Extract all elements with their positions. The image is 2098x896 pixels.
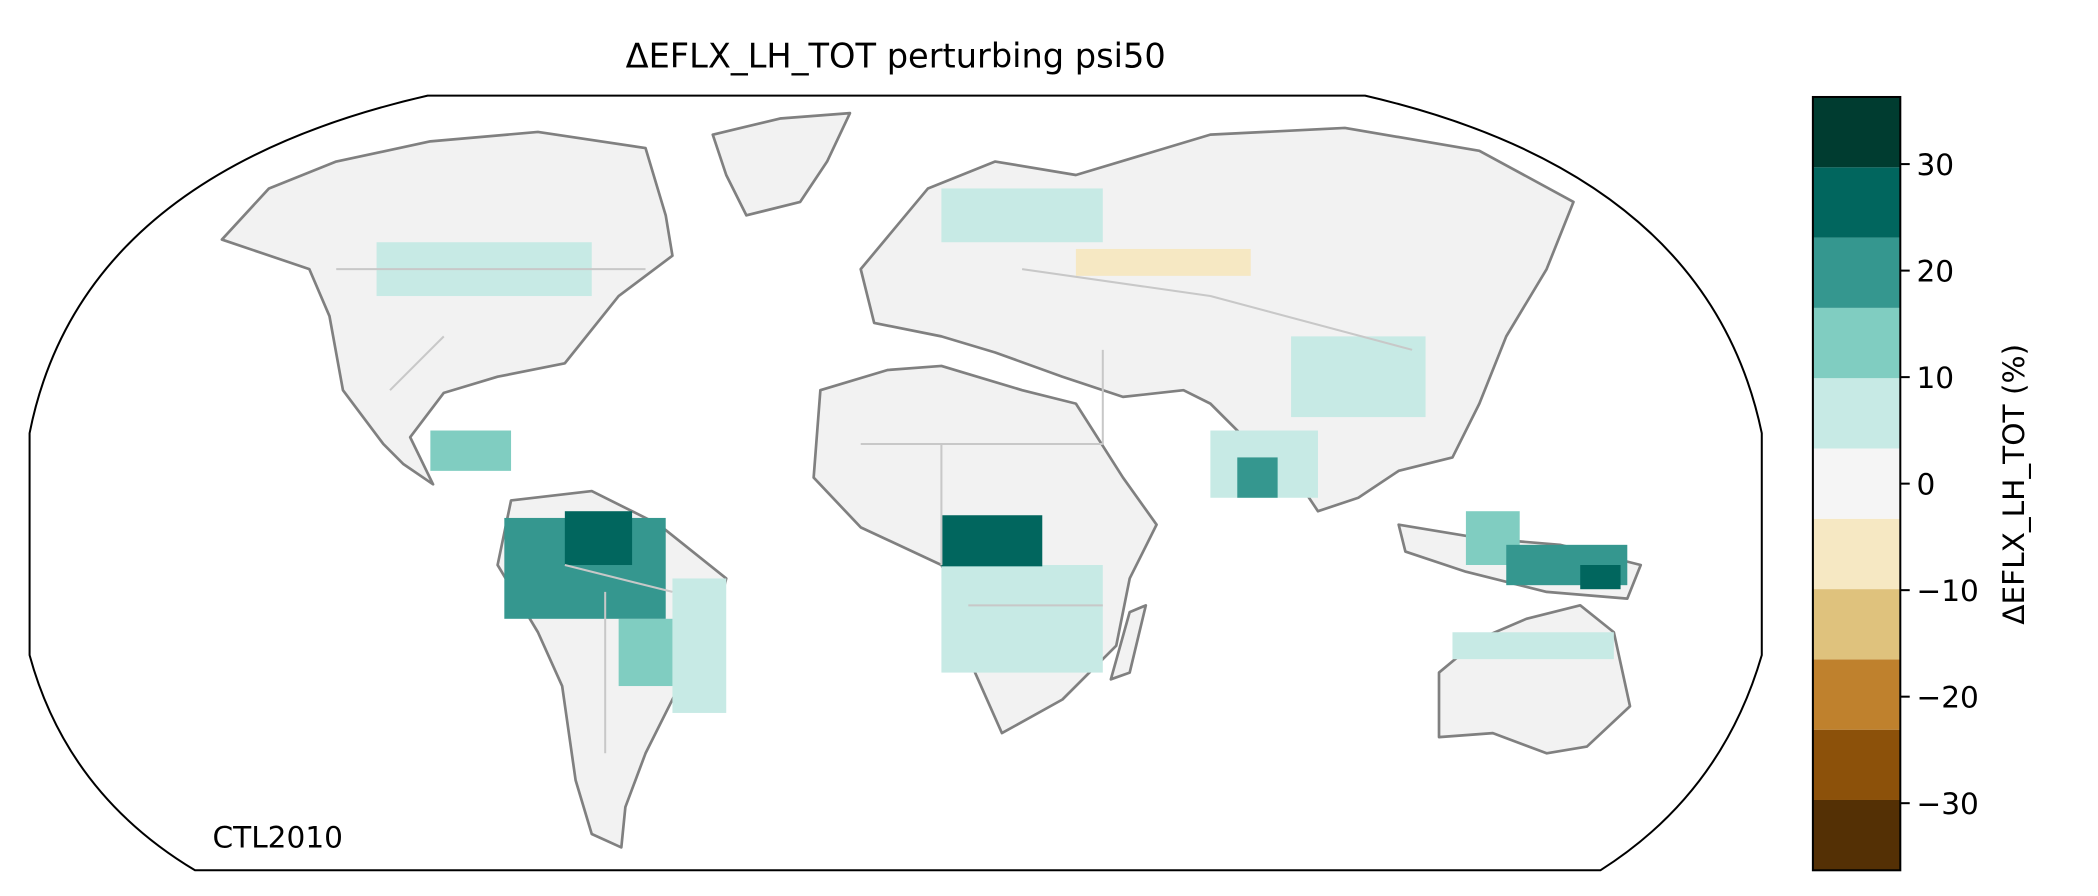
colorbar-tick-label: −10 (1916, 574, 1978, 608)
colorbar-bin (1812, 96, 1901, 168)
positive-patches (430, 430, 1520, 687)
colorbar-bin (1812, 799, 1901, 871)
colorbar-bin (1812, 518, 1901, 590)
north-america (220, 130, 674, 486)
colorbar-bin (1812, 378, 1901, 449)
colorbar-tick-label: 20 (1916, 254, 1954, 288)
annotation: CTL2010 (212, 820, 342, 854)
colorbar-tick-label: −20 (1916, 680, 1978, 714)
colorbar: −30 −20 −10 0 10 20 30 (1811, 95, 1979, 872)
colorbar-bin (1812, 659, 1901, 730)
map (28, 94, 1763, 872)
colorbar-bin (1812, 307, 1901, 379)
greenland (711, 111, 852, 217)
map-title: ΔEFLX_LH_TOT perturbing psi50 (626, 36, 1166, 75)
negative-patch (1075, 248, 1251, 276)
strongest-patches (564, 511, 1621, 590)
colorbar-bin (1812, 237, 1901, 308)
borders (336, 268, 1413, 754)
colorbar-bin (1812, 448, 1901, 519)
colorbar-label: ΔEFLX_LH_TOT (%) (1997, 344, 2031, 625)
colorbar-tick-label: 10 (1916, 361, 1954, 395)
colorbar-bin (1812, 167, 1901, 238)
colorbar-tick-label: −30 (1916, 787, 1978, 821)
madagascar (1109, 604, 1148, 681)
colorbar-tick-label: 0 (1916, 467, 1935, 501)
colorbar-bin (1812, 589, 1901, 660)
colorbar-bin (1812, 729, 1901, 800)
colorbar-tick-label: 30 (1916, 148, 1954, 182)
